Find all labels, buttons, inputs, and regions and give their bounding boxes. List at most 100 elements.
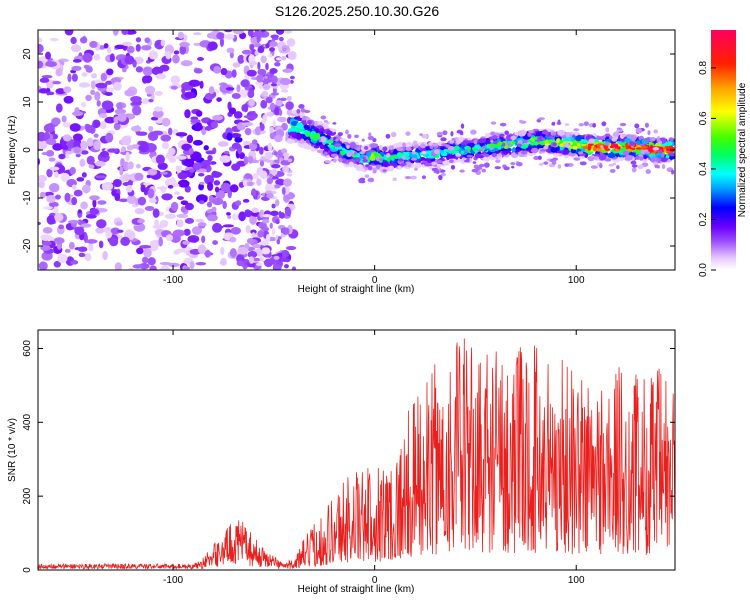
heatmap-cell (229, 236, 237, 243)
heatmap-cell (653, 129, 659, 134)
heatmap-cell (435, 169, 440, 175)
heatmap-cell (652, 161, 659, 166)
heatmap-cell (440, 152, 448, 157)
heatmap-cell (630, 160, 637, 165)
heatmap-cell (259, 209, 265, 219)
heatmap-cell (53, 260, 61, 268)
heatmap-cell (105, 132, 114, 143)
heatmap-cell (51, 117, 61, 126)
heatmap-cell (140, 45, 152, 51)
heatmap-cell (539, 148, 547, 152)
heatmap-cell (118, 198, 129, 203)
heatmap-cell (155, 154, 165, 165)
heatmap-cell (247, 30, 254, 37)
heatmap-cell (137, 196, 147, 206)
heatmap-cell (625, 134, 633, 138)
heatmap-cell (102, 250, 108, 261)
heatmap-cell (405, 131, 411, 136)
heatmap-cell (217, 141, 229, 147)
heatmap-cell (346, 152, 354, 156)
heatmap-cell (540, 142, 545, 146)
heatmap-cell (402, 142, 406, 148)
heatmap-cell (46, 91, 55, 96)
heatmap-cell (139, 244, 152, 249)
heatmap-cell (611, 143, 615, 147)
heatmap-cell (267, 142, 273, 152)
heatmap-cell (190, 119, 201, 124)
heatmap-cell (587, 146, 592, 151)
heatmap-cell (151, 130, 164, 136)
heatmap-cell (107, 148, 119, 153)
heatmap-cell (81, 101, 86, 108)
heatmap-cell (54, 194, 61, 200)
heatmap-cell (226, 132, 233, 141)
heatmap-cell (174, 191, 181, 196)
heatmap-cell (143, 74, 153, 84)
heatmap-cell (626, 148, 633, 152)
heatmap-cell (287, 158, 293, 163)
heatmap-cell (231, 142, 241, 150)
heatmap-cell (85, 94, 92, 102)
heatmap-cell (86, 137, 94, 147)
heatmap-cell (69, 123, 81, 132)
heatmap-cell (264, 182, 274, 193)
heatmap-cell (193, 162, 202, 171)
heatmap-cell (456, 130, 464, 134)
heatmap-cell (232, 30, 244, 35)
colorbar-tick-label: 0.8 (698, 61, 709, 75)
heatmap-cell (257, 45, 265, 54)
heatmap-cell (489, 143, 496, 148)
heatmap-cell (332, 122, 337, 125)
heatmap-cell (484, 139, 492, 144)
heatmap-cell (671, 146, 675, 151)
heatmap-cell (359, 168, 366, 172)
heatmap-cell (55, 68, 63, 77)
heatmap-cell (320, 115, 327, 120)
heatmap-cell (147, 257, 156, 266)
heatmap-cell (455, 153, 462, 157)
heatmap-cell (288, 131, 297, 136)
heatmap-cell (48, 157, 56, 162)
heatmap-cell (125, 184, 133, 193)
heatmap-cell (73, 189, 83, 197)
heatmap-cell (114, 108, 127, 115)
heatmap-cell (121, 135, 132, 146)
heatmap-cell (38, 37, 43, 43)
heatmap-cell (181, 87, 186, 94)
heatmap-cell (45, 80, 54, 89)
heatmap-cell (629, 141, 635, 146)
heatmap-cell (211, 206, 217, 213)
heatmap-cell (195, 194, 208, 204)
heatmap-cell (473, 139, 478, 145)
heatmap-cell (517, 130, 526, 137)
heatmap-cell (83, 64, 90, 69)
heatmap-cell (257, 61, 261, 70)
heatmap-cell (270, 210, 279, 217)
heatmap-cell (265, 159, 274, 163)
heatmap-cell (277, 236, 282, 240)
heatmap-cell (362, 156, 366, 160)
heatmap-cell (368, 132, 372, 137)
heatmap-cell (125, 151, 130, 162)
heatmap-cell (72, 133, 83, 142)
heatmap-cell (273, 151, 278, 156)
heatmap-cell (127, 161, 134, 170)
heatmap-cell (246, 238, 255, 244)
heatmap-cell (544, 145, 549, 148)
heatmap-cell (303, 109, 311, 113)
x-tick-label: 100 (568, 275, 585, 286)
heatmap-cell (573, 157, 581, 161)
heatmap-cell (130, 125, 142, 132)
heatmap-cell (330, 137, 334, 141)
heatmap-cell (640, 143, 645, 146)
heatmap-cell (41, 75, 53, 79)
heatmap-cell (604, 148, 611, 151)
heatmap-cell (81, 172, 87, 178)
heatmap-cell (635, 140, 642, 145)
heatmap-cell (254, 50, 259, 56)
heatmap-cell (597, 144, 602, 149)
heatmap-cell (575, 135, 582, 142)
heatmap-cell (669, 137, 674, 142)
colorbar-tick-label: 0.4 (698, 162, 709, 176)
